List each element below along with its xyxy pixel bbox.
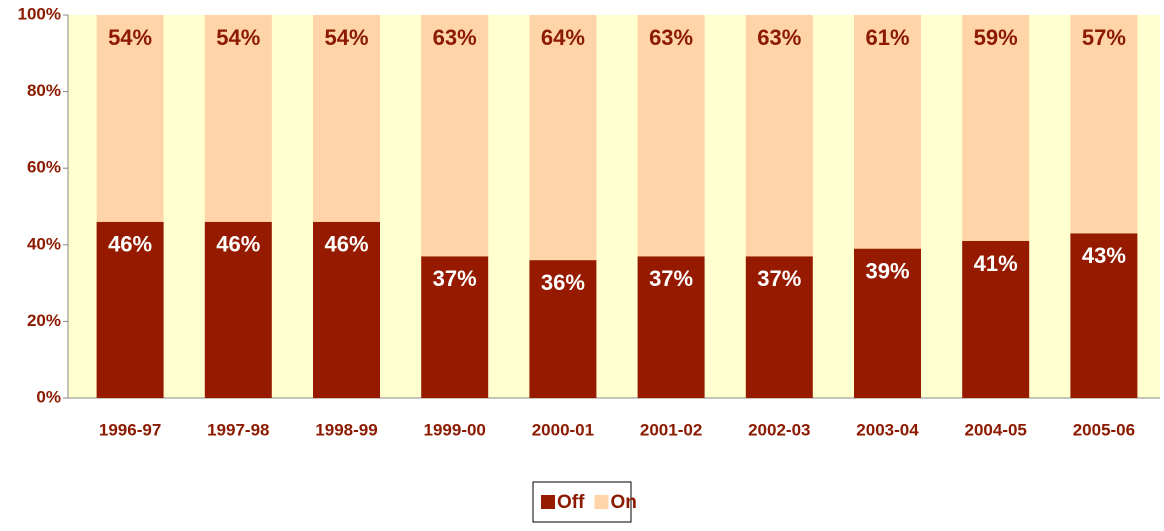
y-tick-label: 60%: [27, 158, 61, 177]
value-label: 36%: [541, 270, 585, 295]
x-tick-label: 2000-01: [532, 420, 594, 439]
x-tick-label: 2003-04: [856, 420, 919, 439]
value-label: 63%: [757, 25, 801, 50]
x-tick-label: 1996-97: [99, 420, 161, 439]
bar-segment: [637, 256, 705, 398]
y-tick-label: 20%: [27, 311, 61, 330]
y-tick-label: 100%: [18, 4, 61, 23]
bar-segment: [745, 15, 813, 257]
bar-segment: [313, 221, 380, 398]
bar-segment: [204, 15, 272, 222]
value-label: 37%: [757, 266, 801, 291]
value-label: 46%: [216, 232, 260, 257]
legend-swatch: [594, 495, 609, 509]
legend-label: Off: [557, 492, 585, 513]
bar-segment: [313, 15, 380, 222]
x-tick-label: 2004-05: [965, 420, 1027, 439]
bar-segment: [96, 221, 164, 398]
value-label: 61%: [865, 25, 909, 50]
value-label: 63%: [649, 25, 693, 50]
bar-segment: [421, 256, 489, 398]
bar-segment: [962, 15, 1030, 241]
value-label: 54%: [216, 25, 260, 50]
x-tick-label: 1999-00: [424, 420, 486, 439]
value-label: 54%: [108, 25, 152, 50]
bar-segment: [1070, 15, 1138, 234]
value-label: 46%: [108, 232, 152, 257]
bar-segment: [637, 15, 705, 257]
x-tick-label: 1997-98: [207, 420, 269, 439]
legend-swatch: [541, 495, 555, 509]
bar-segment: [96, 15, 164, 222]
x-tick-label: 2001-02: [640, 420, 702, 439]
value-label: 59%: [974, 25, 1018, 50]
y-tick-label: 40%: [27, 234, 61, 253]
value-label: 57%: [1082, 25, 1126, 50]
bar-segment: [854, 15, 921, 249]
bar-segment: [421, 15, 489, 257]
y-tick-label: 0%: [36, 387, 61, 406]
x-tick-label: 2005-06: [1073, 420, 1135, 439]
x-tick-label: 1998-99: [315, 420, 377, 439]
value-label: 63%: [433, 25, 477, 50]
value-label: 37%: [433, 266, 477, 291]
bar-segment: [204, 221, 272, 398]
value-label: 46%: [324, 232, 368, 257]
value-label: 43%: [1082, 243, 1126, 268]
bar-segment: [962, 240, 1030, 398]
bar-segment: [529, 260, 597, 398]
bar-segment: [854, 248, 921, 398]
x-tick-label: 2002-03: [748, 420, 810, 439]
legend-label: On: [610, 492, 636, 513]
value-label: 64%: [541, 25, 585, 50]
value-label: 41%: [974, 251, 1018, 276]
bar-segment: [529, 15, 597, 261]
value-label: 54%: [324, 25, 368, 50]
bar-segment: [745, 256, 813, 398]
value-label: 37%: [649, 266, 693, 291]
y-tick-label: 80%: [27, 81, 61, 100]
value-label: 39%: [865, 258, 909, 283]
bar-segment: [1070, 233, 1138, 398]
